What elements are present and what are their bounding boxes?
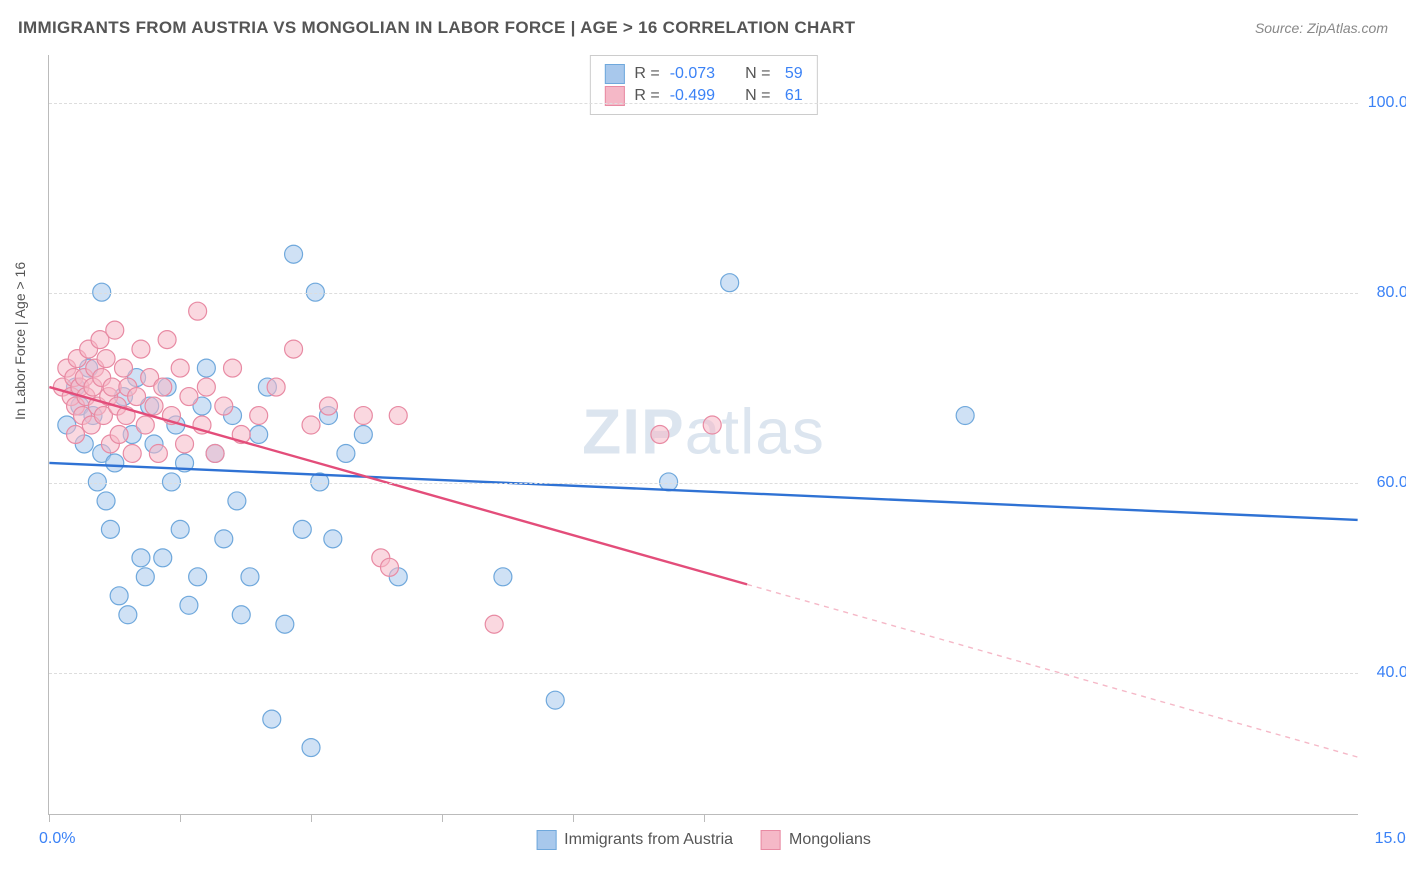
data-point (115, 359, 133, 377)
data-point (956, 407, 974, 425)
data-point (176, 435, 194, 453)
data-point (354, 426, 372, 444)
x-tick (311, 814, 312, 822)
data-point (250, 426, 268, 444)
legend-swatch (536, 830, 556, 850)
y-tick-label: 40.0% (1377, 664, 1406, 682)
data-point (97, 492, 115, 510)
legend: Immigrants from Austria Mongolians (536, 830, 871, 850)
data-point (197, 378, 215, 396)
data-point (485, 615, 503, 633)
data-point (119, 606, 137, 624)
data-point (651, 426, 669, 444)
y-axis-label: In Labor Force | Age > 16 (12, 262, 28, 420)
data-point (123, 444, 141, 462)
data-point (546, 691, 564, 709)
data-point (263, 710, 281, 728)
x-tick (573, 814, 574, 822)
x-tick (49, 814, 50, 822)
data-point (276, 615, 294, 633)
data-point (197, 359, 215, 377)
grid-line (49, 483, 1358, 484)
stat-label-r: R = (634, 65, 659, 83)
chart-plot-area: ZIPatlas R =-0.073N = 59R =-0.499N = 61 … (48, 55, 1358, 815)
data-point (189, 302, 207, 320)
data-point (721, 274, 739, 292)
y-tick-label: 60.0% (1377, 474, 1406, 492)
data-point (132, 340, 150, 358)
stat-label-n: N = (745, 65, 770, 83)
stat-value-r: -0.073 (670, 65, 715, 83)
data-point (128, 388, 146, 406)
x-tick (442, 814, 443, 822)
source-attribution: Source: ZipAtlas.com (1255, 20, 1388, 36)
data-point (180, 596, 198, 614)
data-point (110, 587, 128, 605)
x-tick (180, 814, 181, 822)
data-point (67, 426, 85, 444)
data-point (189, 568, 207, 586)
data-point (389, 407, 407, 425)
data-point (110, 426, 128, 444)
legend-swatch (604, 64, 624, 84)
legend-label: Mongolians (789, 831, 871, 849)
data-point (232, 606, 250, 624)
data-point (319, 397, 337, 415)
data-point (145, 397, 163, 415)
data-point (302, 416, 320, 434)
data-point (215, 397, 233, 415)
grid-line (49, 673, 1358, 674)
data-point (215, 530, 233, 548)
data-point (106, 321, 124, 339)
data-point (324, 530, 342, 548)
x-axis-max-label: 15.0% (1375, 830, 1406, 848)
data-point (97, 350, 115, 368)
data-point (149, 444, 167, 462)
data-point (154, 549, 172, 567)
data-point (285, 340, 303, 358)
data-point (228, 492, 246, 510)
data-point (158, 331, 176, 349)
grid-line (49, 103, 1358, 104)
data-point (267, 378, 285, 396)
legend-item: Immigrants from Austria (536, 830, 733, 850)
data-point (106, 454, 124, 472)
legend-item: Mongolians (761, 830, 871, 850)
stat-value-n: 59 (780, 65, 802, 83)
chart-title: IMMIGRANTS FROM AUSTRIA VS MONGOLIAN IN … (18, 18, 855, 38)
data-point (293, 520, 311, 538)
data-point (132, 549, 150, 567)
data-point (381, 558, 399, 576)
grid-line (49, 293, 1358, 294)
data-point (302, 739, 320, 757)
trend-line (49, 463, 1357, 520)
x-tick (704, 814, 705, 822)
scatter-svg (49, 55, 1358, 814)
data-point (171, 359, 189, 377)
title-bar: IMMIGRANTS FROM AUSTRIA VS MONGOLIAN IN … (18, 18, 1388, 38)
data-point (171, 520, 189, 538)
legend-label: Immigrants from Austria (564, 831, 733, 849)
data-point (101, 520, 119, 538)
data-point (206, 444, 224, 462)
stats-row: R = -0.073 N = 59 (604, 64, 802, 84)
data-point (154, 378, 172, 396)
correlation-stats-box: R =-0.073N = 59R =-0.499N = 61 (589, 55, 817, 115)
data-point (250, 407, 268, 425)
data-point (136, 416, 154, 434)
data-point (285, 245, 303, 263)
legend-swatch (761, 830, 781, 850)
y-tick-label: 80.0% (1377, 284, 1406, 302)
data-point (337, 444, 355, 462)
data-point (224, 359, 242, 377)
data-point (494, 568, 512, 586)
data-point (180, 388, 198, 406)
data-point (354, 407, 372, 425)
trend-line-extrapolated (747, 584, 1358, 757)
x-axis-min-label: 0.0% (39, 830, 75, 848)
data-point (703, 416, 721, 434)
data-point (136, 568, 154, 586)
y-tick-label: 100.0% (1368, 94, 1406, 112)
data-point (241, 568, 259, 586)
